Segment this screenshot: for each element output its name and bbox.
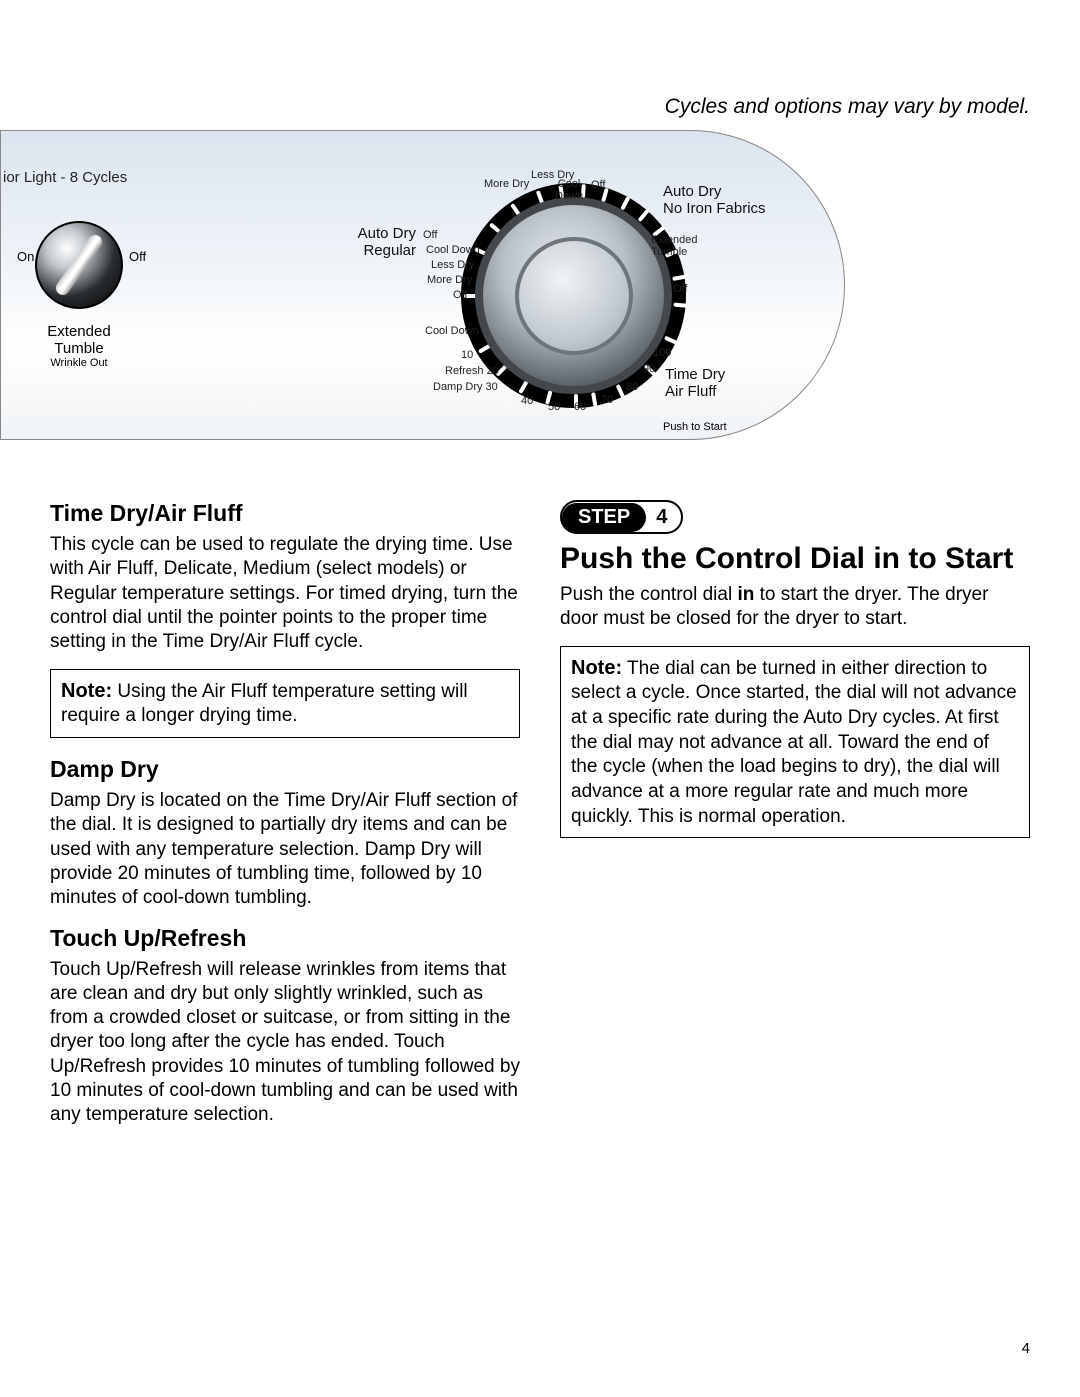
- left-column: Time Dry/Air Fluff This cycle can be use…: [50, 500, 520, 1142]
- dial-label-more-dry-top: More Dry: [484, 178, 529, 190]
- extended-tumble-label: Extended Tumble: [29, 323, 129, 357]
- note-box-air-fluff: Note: Using the Air Fluff temperature se…: [50, 669, 520, 738]
- para-damp-dry: Damp Dry is located on the Time Dry/Air …: [50, 789, 520, 911]
- heading-touch-up: Touch Up/Refresh: [50, 925, 520, 952]
- dial-label-more-dry-left: More Dry: [427, 274, 472, 286]
- text-columns: Time Dry/Air Fluff This cycle can be use…: [50, 500, 1030, 1142]
- dial-label-off-left: Off: [453, 289, 467, 301]
- note-body-air-fluff: Using the Air Fluff temperature setting …: [61, 681, 468, 727]
- dial-label-refresh-20: Refresh 20: [445, 365, 499, 377]
- dial-label-extended-tumble: ExtendedTumble: [651, 234, 697, 258]
- push-to-start-label: Push to Start: [663, 421, 727, 433]
- para-time-dry: This cycle can be used to regulate the d…: [50, 533, 520, 655]
- dial-label-40: 40: [521, 395, 533, 407]
- heading-damp-dry: Damp Dry: [50, 756, 520, 783]
- dial-label-60: 60: [574, 401, 586, 413]
- small-knob-group: Extended Tumble Wrinkle Out: [29, 221, 129, 369]
- dial-label-off-top: Off: [591, 179, 605, 191]
- note-body-dial: The dial can be turned in either directi…: [571, 658, 1017, 827]
- off-label: Off: [129, 249, 146, 264]
- top-disclaimer: Cycles and options may vary by model.: [665, 95, 1030, 119]
- dial-label-off-right: Off: [673, 283, 687, 295]
- interior-light-knob: [35, 221, 123, 309]
- dial-label-cool-down-top: CoolDown: [555, 178, 583, 202]
- note-lead-dial: Note:: [571, 657, 622, 679]
- section-auto-dry-regular: Auto Dry Regular: [356, 225, 416, 260]
- dial-label-cool-down-bl: Cool Down: [425, 325, 479, 337]
- control-panel-illustration: ior Light - 8 Cycles On Off Extended Tum…: [0, 130, 845, 440]
- dial-label-100: 100: [653, 347, 671, 359]
- dial-label-less-dry-left: Less Dry: [431, 259, 474, 271]
- wrinkle-out-label: Wrinkle Out: [29, 357, 129, 369]
- note-lead: Note:: [61, 680, 112, 702]
- dial-label-70: 70: [601, 394, 613, 406]
- step-pill: STEP 4: [560, 500, 683, 534]
- panel-caption: ior Light - 8 Cycles: [3, 169, 127, 186]
- para-push-dial: Push the control dial in to start the dr…: [560, 583, 1030, 632]
- dial-label-90: 90: [643, 363, 655, 375]
- dial-label-50: 50: [548, 401, 560, 413]
- heading-time-dry: Time Dry/Air Fluff: [50, 500, 520, 527]
- note-box-dial: Note: The dial can be turned in either d…: [560, 646, 1030, 839]
- step-number: 4: [656, 506, 667, 529]
- dial-label-10: 10: [461, 349, 473, 361]
- dial-label-cool-down-left: Cool Down: [426, 244, 480, 256]
- right-column: STEP 4 Push the Control Dial in to Start…: [560, 500, 1030, 1142]
- step-word: STEP: [562, 503, 646, 532]
- heading-push-dial: Push the Control Dial in to Start: [560, 542, 1030, 575]
- page-number: 4: [1022, 1340, 1030, 1357]
- dial-label-off-upper-left: Off: [423, 229, 437, 241]
- para-touch-up: Touch Up/Refresh will release wrinkles f…: [50, 958, 520, 1128]
- dial-label-damp-dry-30: Damp Dry 30: [433, 381, 498, 393]
- dial-label-80: 80: [626, 381, 638, 393]
